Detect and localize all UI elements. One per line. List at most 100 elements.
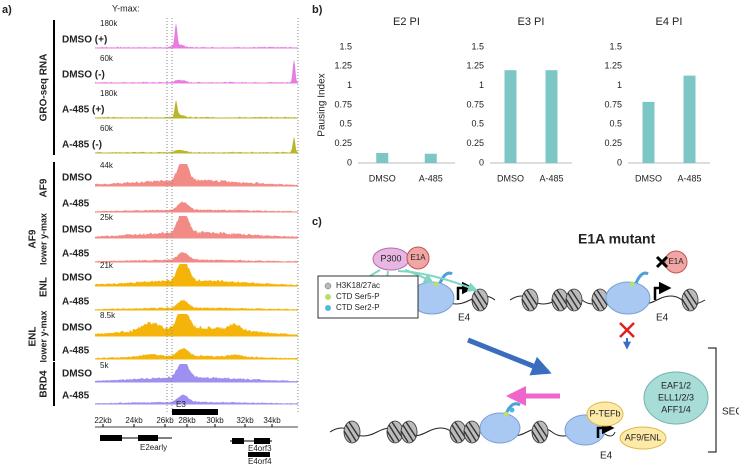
signal-track: [95, 252, 298, 262]
nucleosome: [551, 288, 569, 312]
bar: [683, 75, 696, 163]
bar: [504, 70, 517, 163]
transition-arrow: [467, 337, 552, 376]
ruler-label: 30kb: [206, 416, 224, 425]
group-label: lower y-max: [38, 213, 48, 265]
group-label: ENL: [39, 277, 50, 297]
y-tick-label: 0.25: [604, 138, 622, 148]
signal-track: [95, 99, 298, 118]
gene-label: E4orf4: [248, 457, 272, 466]
promoter-arrow: [456, 281, 475, 300]
nucleosome: [343, 420, 361, 444]
y-tick-label: 1.5: [339, 41, 352, 51]
y-tick-label: 0.75: [334, 99, 352, 109]
ymax-label: 60k: [100, 124, 114, 133]
ruler-label: 28kb: [178, 416, 196, 425]
y-tick-label: 0: [617, 157, 622, 167]
legend-label: CTD Ser5-P: [336, 292, 380, 301]
block-x: [619, 322, 635, 338]
gene-label: E4: [458, 313, 471, 324]
ser5-dot: [503, 411, 509, 417]
y-tick-label: 0.5: [339, 119, 352, 129]
y-tick-label: 0.25: [466, 138, 484, 148]
y-axis-label: Pausing Index: [317, 73, 328, 136]
y-tick-label: 0.5: [609, 119, 622, 129]
bar: [376, 152, 389, 163]
track-name: A-485: [62, 391, 90, 402]
chart-title: E3 PI: [518, 16, 545, 28]
gene-label: E4orf3: [248, 444, 272, 453]
y-tick-label: 1: [347, 80, 352, 90]
track-name: A-485 (+): [62, 105, 105, 116]
promoter-arrow: [596, 421, 615, 438]
af9-enl: [619, 426, 667, 450]
nucleosome: [681, 288, 699, 312]
group-label: AF9: [28, 229, 39, 248]
y-tick-label: 1.25: [466, 61, 484, 71]
nucleosome: [471, 288, 489, 312]
y-tick-label: 0.75: [466, 99, 484, 109]
x-tick-label: DMSO: [369, 173, 396, 183]
signal-track: [95, 347, 298, 359]
chart-title: E2 PI: [393, 16, 420, 28]
promoter-arrow: [653, 281, 672, 300]
ser5-dot: [629, 281, 635, 287]
gene-e3: [172, 409, 218, 415]
signal-track: [95, 201, 298, 212]
tracks: DMSO (+) 180k DMSO (-) 60k A-485 (+) 180k A-48…: [28, 19, 298, 406]
e1a-label: E1A: [410, 253, 426, 262]
gene-e2: [100, 435, 122, 441]
arrow: [404, 269, 434, 284]
group-label: BRD4: [39, 370, 50, 398]
pol-ii: [605, 281, 651, 315]
ymax-label: 5k: [100, 361, 109, 370]
bar: [424, 153, 437, 163]
legend-dot: [325, 294, 331, 300]
sec-core: [643, 371, 709, 425]
bar: [545, 70, 558, 163]
ymax-label: 180k: [100, 89, 118, 98]
bar: [642, 101, 655, 163]
gene-label: E2early: [140, 443, 167, 452]
track-name: A-485: [62, 199, 90, 210]
ymax-header: Y-max:: [112, 3, 140, 13]
signal-track: [95, 314, 298, 336]
x-tick-label: A-485: [419, 173, 443, 183]
nucleosome: [591, 288, 609, 312]
y-tick-label: 0.75: [604, 99, 622, 109]
nucleosome: [565, 288, 583, 312]
e1a: [406, 246, 430, 270]
signal-track: [95, 136, 298, 153]
ctd: [634, 271, 649, 284]
track-name: A-485: [62, 297, 90, 308]
signal-track: [95, 216, 298, 238]
x-tick-label: DMSO: [497, 173, 524, 183]
panel-label: b): [312, 4, 323, 16]
e1a-label: E1A: [668, 257, 684, 266]
legend-label: H3K18/27ac: [336, 281, 380, 290]
legend-dot: [324, 282, 332, 290]
y-tick-label: 1.5: [471, 41, 484, 51]
sec-label: SEC: [722, 407, 739, 418]
signal-track: [95, 299, 298, 310]
y-tick-label: 1: [479, 80, 484, 90]
gene-label: E4: [600, 451, 613, 462]
track-name: DMSO: [62, 273, 92, 284]
chart-title: E4 PI: [656, 16, 683, 28]
ctd: [438, 271, 453, 284]
ymax-label: 8.5k: [100, 311, 116, 320]
sec-member: EAF1/2: [661, 380, 691, 390]
nucleosome: [531, 420, 549, 444]
panel-label: a): [2, 4, 12, 16]
legend-dot: [325, 305, 331, 311]
ymax-label: 44k: [100, 161, 114, 170]
gene-e4: [248, 452, 270, 457]
ruler-label: 22kb: [94, 416, 112, 425]
ymax-label: 21k: [100, 261, 114, 270]
gene-label: E4: [656, 313, 669, 324]
nucleosome: [400, 420, 418, 444]
ruler-label: 34kb: [263, 416, 281, 425]
gene-e4: [254, 438, 270, 444]
y-tick-label: 0.25: [334, 138, 352, 148]
ymax-label: 60k: [100, 54, 114, 63]
